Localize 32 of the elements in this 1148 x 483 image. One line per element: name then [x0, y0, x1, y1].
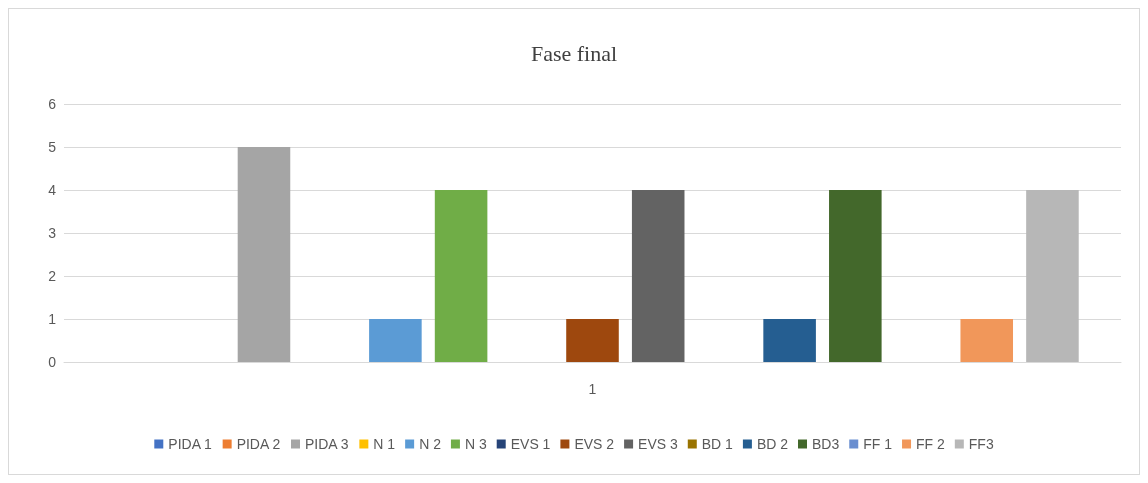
- bar: [237, 147, 291, 362]
- bar: [369, 319, 422, 362]
- y-tick-label: 1: [48, 311, 57, 327]
- y-tick-label: 4: [48, 182, 57, 198]
- y-tick-label: 5: [48, 139, 57, 155]
- legend-label: EVS 1: [510, 436, 551, 452]
- legend-label: BD 2: [756, 436, 789, 452]
- legend-label: FF 2: [916, 436, 946, 452]
- legend-label: FF 1: [863, 436, 893, 452]
- legend-label: FF3: [968, 436, 994, 452]
- legend-label: BD3: [812, 436, 840, 452]
- bar: [1026, 190, 1079, 362]
- bar: [434, 190, 488, 362]
- legend-label: PIDA 1: [168, 436, 213, 452]
- chart-title: Fase final: [530, 40, 618, 66]
- bar: [631, 190, 685, 362]
- y-tick-label: 6: [48, 96, 57, 112]
- y-tick-label: 3: [48, 225, 57, 241]
- bar: [566, 319, 619, 362]
- legend-label: BD 1: [701, 436, 734, 452]
- y-tick-label: 2: [48, 268, 57, 284]
- legend-label: EVS 3: [638, 436, 678, 452]
- legend-label: PIDA 2: [236, 436, 281, 452]
- legend-label: N 3: [464, 436, 487, 452]
- legend-label: N 1: [373, 436, 396, 452]
- bar: [829, 190, 882, 362]
- bar: [763, 319, 816, 362]
- legend-label: EVS 2: [574, 436, 615, 452]
- legend-label: PIDA 3: [305, 436, 349, 452]
- bar: [960, 319, 1014, 362]
- legend-label: N 2: [419, 436, 442, 452]
- y-tick-label: 0: [48, 354, 57, 370]
